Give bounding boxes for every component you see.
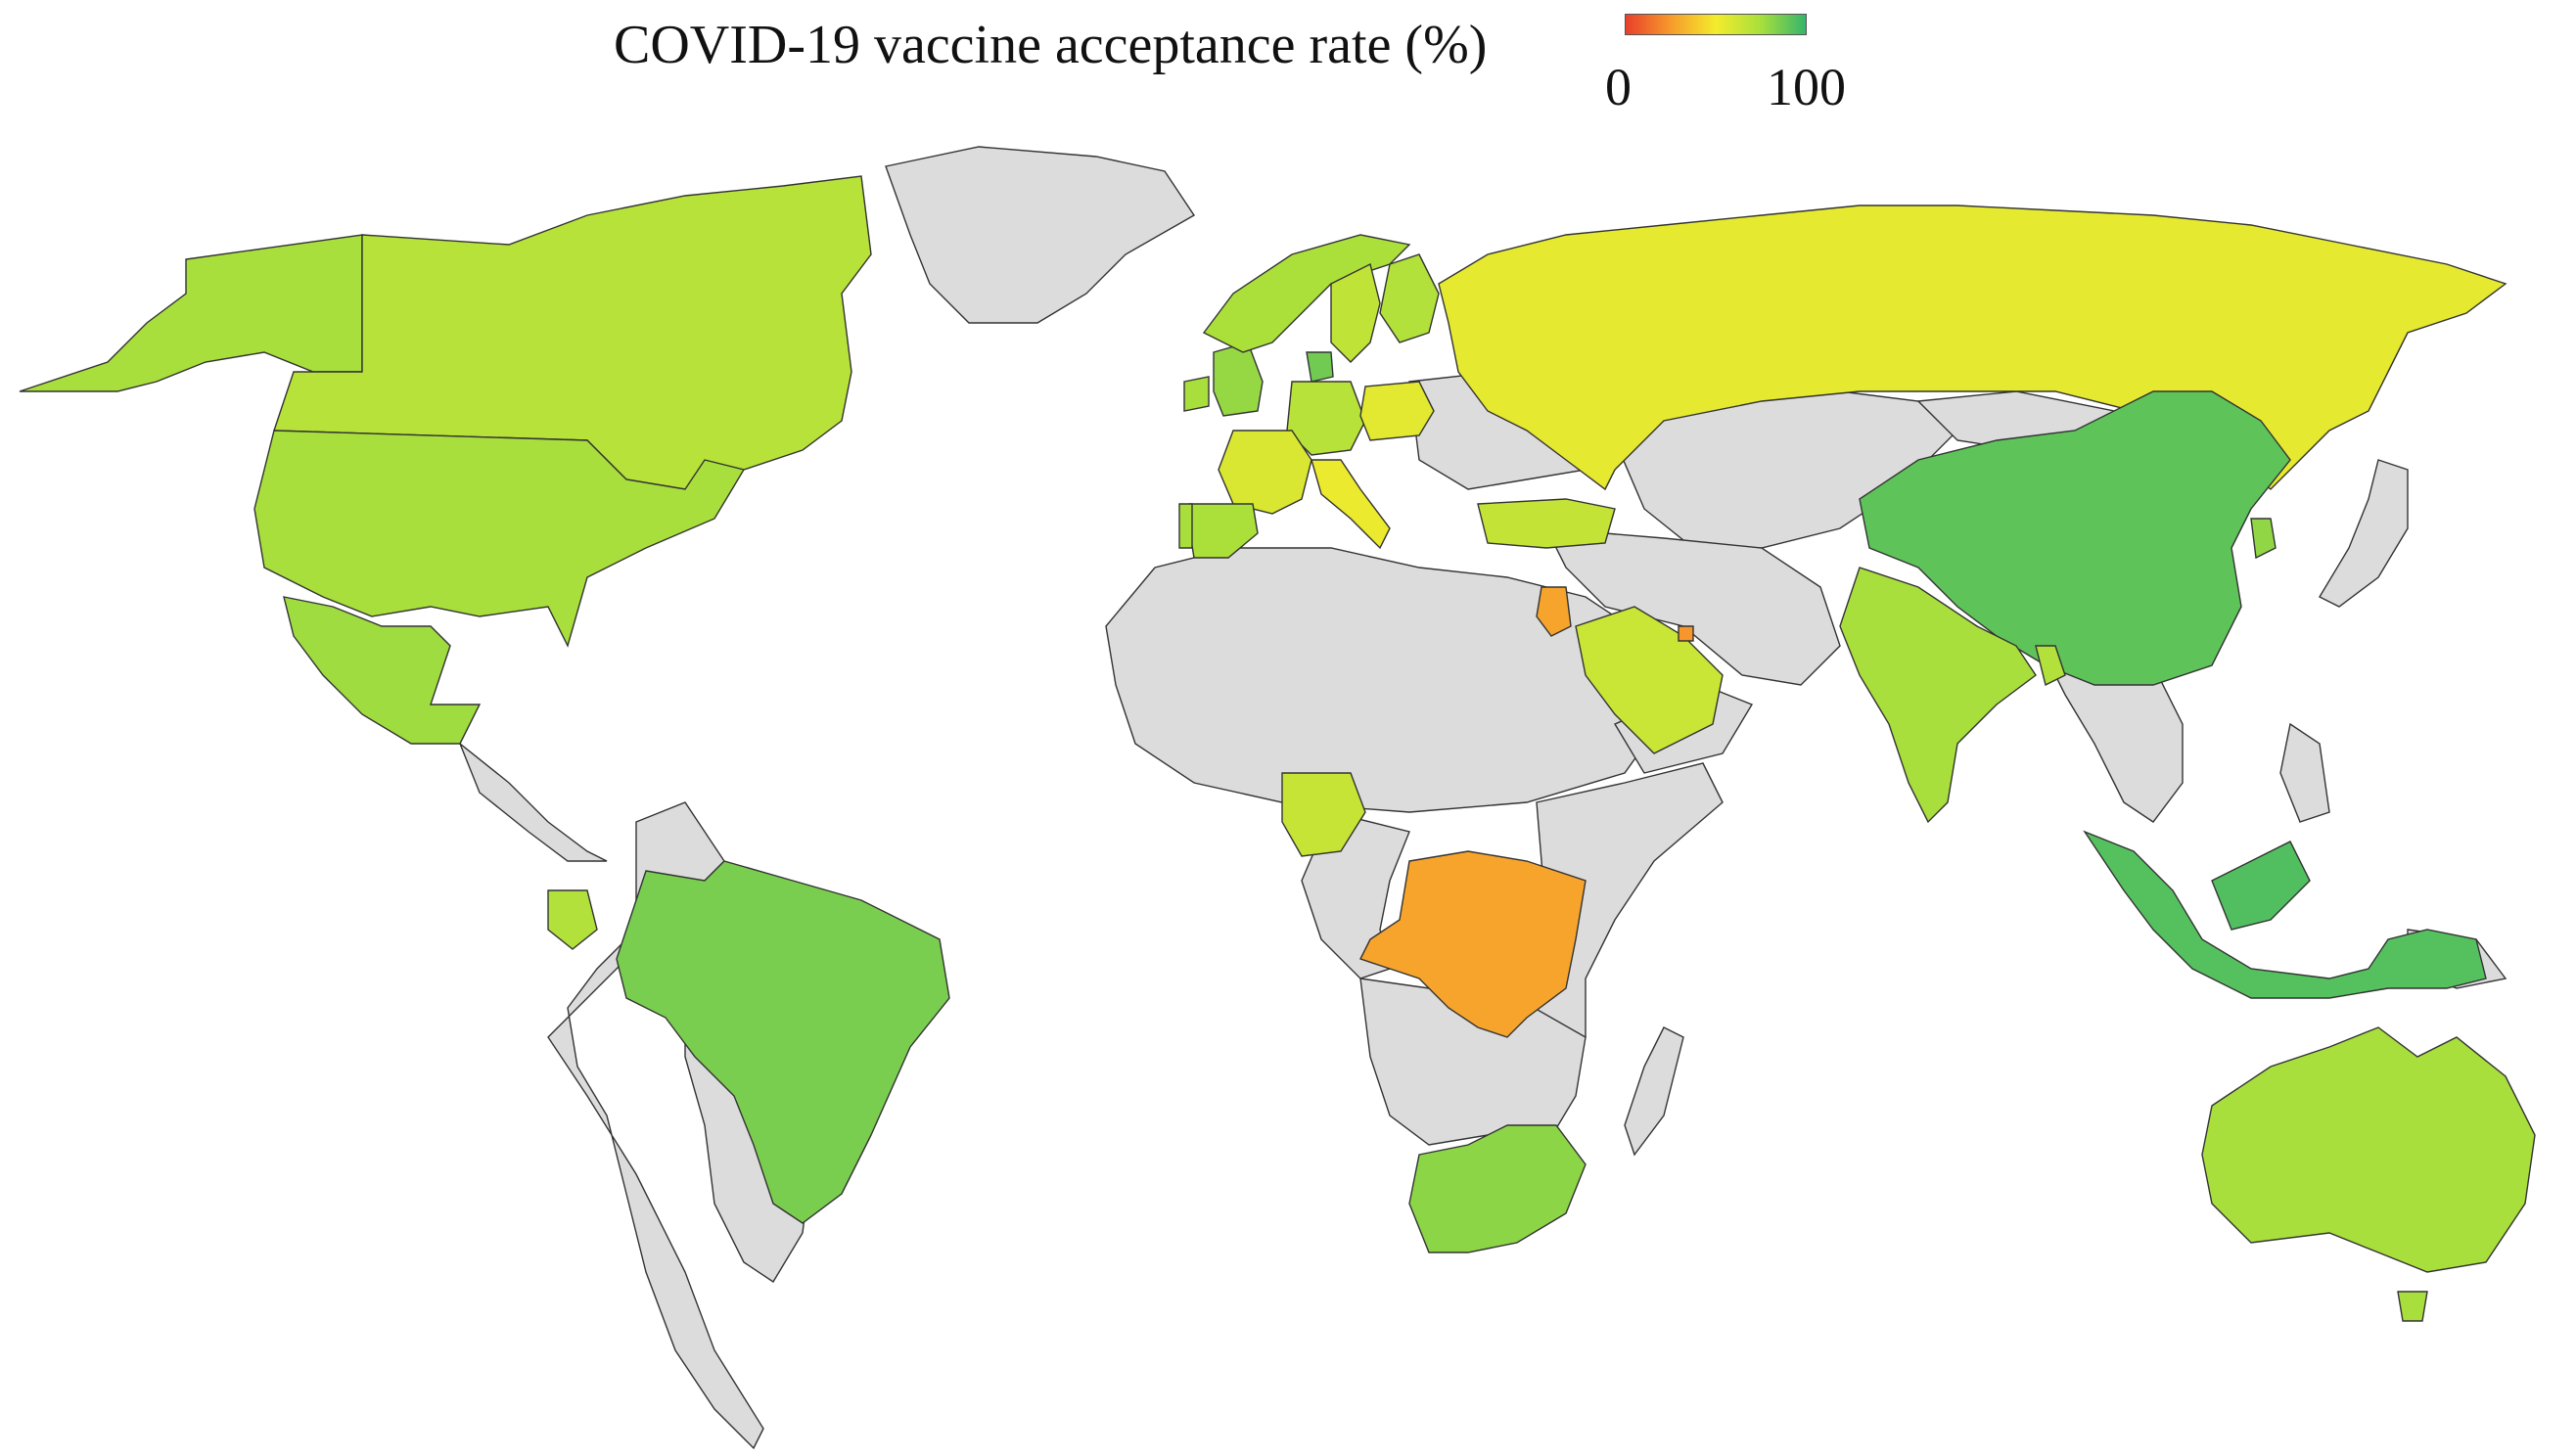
country-bangladesh: Bangladesh <box>2035 645 2066 687</box>
country-united-kingdom: United Kingdom <box>1213 341 1264 417</box>
country-norway: Norway <box>1202 234 1411 353</box>
map-title: COVID-19 vaccine acceptance rate (%) <box>614 15 1488 75</box>
country-india: India <box>1839 567 2037 824</box>
country-malaysia: Malaysia <box>2211 841 2311 931</box>
country-kuwait: Kuwait <box>1678 625 1694 642</box>
color-scale-bar <box>1625 14 1807 35</box>
country-indonesia: Indonesia <box>2083 830 2487 999</box>
legend-max-label: 100 <box>1767 58 1846 116</box>
country-australia: Australia <box>2201 1026 2536 1273</box>
country-dr-congo: Democratic Republic of the Congo <box>1359 850 1587 1038</box>
country-jordan: Jordan <box>1536 586 1572 637</box>
middle-east-nodata <box>1544 527 1841 686</box>
philippines <box>2279 722 2330 823</box>
country-france: France <box>1218 430 1312 515</box>
country-mexico: Mexico <box>283 596 482 745</box>
country-united-states: United States <box>253 430 746 648</box>
country-ecuador: Ecuador <box>547 889 598 950</box>
country-south-korea: South Korea <box>2250 518 2277 560</box>
country-south-africa: South Africa <box>1408 1124 1587 1253</box>
legend-min-label: 0 <box>1605 58 1632 116</box>
country-portugal: Portugal <box>1178 503 1193 549</box>
country-brazil: Brazil <box>616 860 950 1224</box>
country-poland: Poland <box>1359 381 1435 441</box>
country-china: China <box>1859 390 2291 686</box>
country-saudi-arabia: Saudi Arabia <box>1575 606 1724 754</box>
country-denmark: Denmark <box>1306 351 1334 383</box>
country-alaska: Alaska (USA) <box>19 234 363 392</box>
country-sweden: Sweden <box>1330 262 1381 363</box>
greenland <box>885 146 1195 324</box>
country-tasmania-australia: Australia <box>2397 1291 2428 1322</box>
central-america <box>458 741 608 862</box>
country-italy: Italy <box>1311 459 1391 550</box>
country-ireland: Ireland <box>1183 376 1210 412</box>
countries-with-data: Alaska (USA) Canada United States Mexico… <box>19 175 2536 1322</box>
country-finland: Finland <box>1379 253 1440 343</box>
country-nigeria: Nigeria <box>1281 772 1366 857</box>
madagascar <box>1624 1026 1684 1157</box>
japan <box>2319 459 2409 608</box>
country-turkey: Turkey <box>1477 498 1616 549</box>
